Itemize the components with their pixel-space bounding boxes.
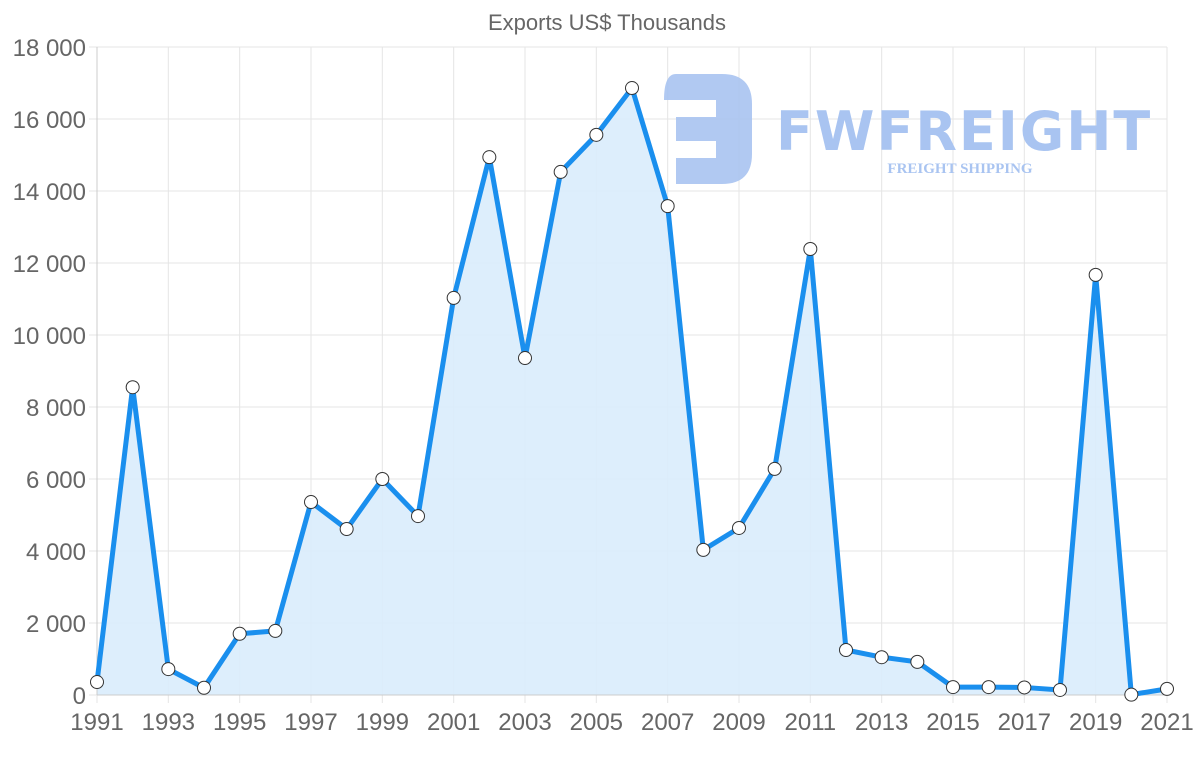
area-fill bbox=[97, 88, 1167, 696]
data-point-2005 bbox=[589, 127, 604, 142]
data-point-2013 bbox=[874, 650, 889, 665]
watermark: FWFREIGHT FREIGHT SHIPPING bbox=[664, 74, 1152, 184]
y-tick-label: 16 000 bbox=[13, 107, 86, 134]
data-point-2021 bbox=[1160, 681, 1174, 696]
x-tick-label: 1999 bbox=[356, 709, 409, 736]
axes bbox=[96, 47, 1167, 696]
data-point-2003 bbox=[518, 351, 532, 366]
data-point-2006 bbox=[625, 81, 639, 96]
data-point-2002 bbox=[482, 150, 497, 165]
data-point-2001 bbox=[446, 290, 461, 305]
data-point-2012 bbox=[839, 643, 853, 657]
x-tick-label: 2017 bbox=[998, 709, 1051, 736]
x-tick-label: 1995 bbox=[213, 709, 266, 736]
x-tick-label: 1997 bbox=[284, 709, 337, 736]
chart-title: Exports US$ Thousands bbox=[488, 10, 726, 35]
x-tick-label: 1991 bbox=[70, 709, 123, 736]
x-tick-label: 2015 bbox=[926, 709, 979, 736]
series-area bbox=[97, 88, 1167, 696]
data-markers bbox=[90, 81, 1174, 702]
watermark-brand: FWFREIGHT bbox=[776, 100, 1152, 163]
y-tick-label: 4 000 bbox=[26, 539, 86, 566]
data-point-2017 bbox=[1017, 680, 1032, 695]
data-point-2020 bbox=[1124, 687, 1139, 702]
data-point-2011 bbox=[803, 241, 818, 256]
y-axis-ticks: 0 2 000 4 000 6 000 8 000 10 000 12 000 14 000 1… bbox=[13, 35, 86, 710]
watermark-tagline: FREIGHT SHIPPING bbox=[887, 161, 1032, 177]
data-point-2004 bbox=[553, 164, 568, 179]
data-point-1998 bbox=[339, 522, 354, 537]
x-tick-label: 2013 bbox=[855, 709, 908, 736]
data-point-2009 bbox=[732, 520, 746, 535]
data-point-2007 bbox=[660, 199, 675, 214]
x-axis-ticks: 1991 1993 1995 1997 1999 2001 2003 2005 2007 2009… bbox=[70, 709, 1193, 736]
data-point-2015 bbox=[946, 680, 960, 695]
y-tick-label: 8 000 bbox=[26, 395, 86, 422]
y-tick-label: 0 bbox=[73, 683, 86, 710]
y-tick-label: 12 000 bbox=[13, 251, 86, 278]
data-point-1993 bbox=[161, 662, 176, 677]
y-tick-label: 6 000 bbox=[26, 467, 86, 494]
data-point-1991 bbox=[90, 675, 104, 690]
x-tick-label: 2019 bbox=[1069, 709, 1122, 736]
data-point-2019 bbox=[1088, 267, 1103, 282]
data-point-1999 bbox=[375, 472, 390, 486]
fw-logo-icon bbox=[664, 74, 752, 184]
y-tick-label: 2 000 bbox=[26, 611, 86, 638]
y-tick-label: 18 000 bbox=[13, 35, 86, 62]
x-tick-label: 2005 bbox=[570, 709, 623, 736]
data-point-2000 bbox=[411, 509, 425, 524]
data-point-1995 bbox=[232, 626, 247, 641]
data-point-2018 bbox=[1053, 682, 1067, 697]
data-point-2016 bbox=[981, 680, 996, 695]
data-point-2008 bbox=[696, 542, 711, 557]
x-tick-label: 2009 bbox=[712, 709, 765, 736]
data-point-1992 bbox=[125, 380, 140, 395]
x-tick-label: 2021 bbox=[1140, 709, 1193, 736]
data-point-1996 bbox=[268, 623, 283, 638]
x-tick-label: 2011 bbox=[785, 709, 837, 736]
data-point-1997 bbox=[304, 495, 318, 510]
x-tick-label: 2007 bbox=[641, 709, 694, 736]
y-tick-label: 10 000 bbox=[13, 323, 86, 350]
x-tick-label: 2001 bbox=[427, 709, 480, 736]
x-tick-label: 1993 bbox=[142, 709, 195, 736]
data-point-2010 bbox=[767, 461, 782, 476]
data-point-2014 bbox=[910, 654, 925, 669]
y-tick-label: 14 000 bbox=[13, 179, 86, 206]
x-tick-label: 2003 bbox=[498, 709, 551, 736]
data-point-1994 bbox=[197, 680, 211, 695]
